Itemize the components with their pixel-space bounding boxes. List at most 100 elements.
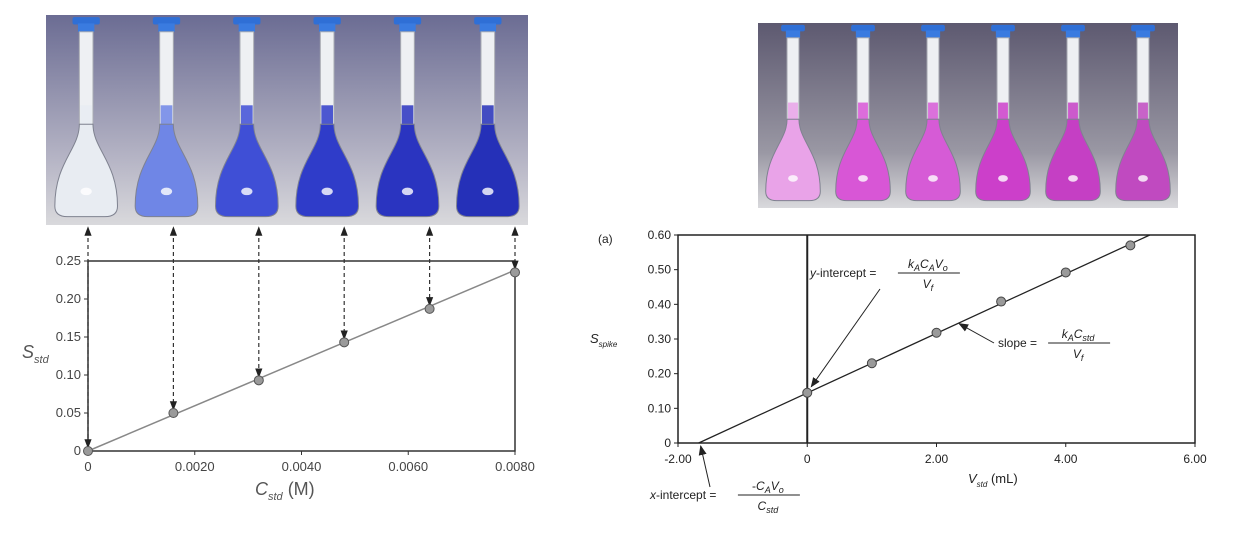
data-point [424, 303, 435, 314]
photo-background [758, 23, 1178, 208]
x-intercept-annotation: x-intercept = -CAVo Cstd [649, 479, 800, 515]
flask-neck-liquid [160, 105, 173, 125]
data-point [866, 358, 877, 369]
flask-stopper [77, 23, 95, 32]
pink-flasks-photo [758, 23, 1178, 208]
y-tick-label: 0.30 [648, 332, 672, 346]
flask-cap [991, 24, 1015, 32]
fit-line [698, 234, 1151, 444]
flask-highlight [482, 187, 494, 196]
flask [54, 17, 118, 218]
axis-label: Sstd [22, 342, 50, 366]
standard-addition-chart: -2.00 0 2.00 4.00 6.00 0 0.10 0.20 0.30 0.40 0.50 0… [590, 225, 1244, 525]
flask-highlight [1068, 175, 1078, 182]
flask [375, 17, 440, 218]
y-intercept-annotation: y-intercept = kACAVo Vf [809, 257, 960, 293]
x-tick-label: 0.0020 [175, 459, 215, 474]
fit-line [87, 269, 516, 452]
y-tick-label: 0.15 [56, 329, 81, 344]
slope-arrow [958, 323, 995, 344]
data-point [83, 446, 93, 456]
data-point [996, 296, 1007, 307]
y-tick-label: 0 [664, 436, 671, 450]
pink-flasks-image [758, 23, 1178, 208]
data-point [1125, 240, 1136, 251]
photo-background [46, 15, 528, 225]
x-intercept-arrow [698, 445, 711, 488]
slope-annotation-label: slope = [998, 336, 1037, 350]
flask-cap [781, 24, 805, 32]
flask-bulb [835, 118, 891, 202]
flask-highlight [241, 187, 253, 196]
y-tick-label: 0.25 [56, 253, 81, 268]
flask-stopper [855, 30, 871, 38]
flask-highlight [160, 187, 173, 196]
flask-highlight [998, 175, 1008, 182]
x-intercept-annotation-numerator: -CAVo [752, 479, 784, 495]
axis-label: Cstd (M) [255, 479, 315, 503]
flask [215, 17, 279, 218]
flask-neck-liquid [321, 105, 333, 125]
flask-cap [233, 17, 261, 25]
y-intercept-annotation-denominator: Vf [923, 277, 935, 293]
flask-stopper [1135, 30, 1151, 38]
flask-bulb [975, 118, 1031, 202]
data-point [510, 267, 520, 278]
flask-bulb [295, 123, 359, 218]
slope-annotation-denominator: Vf [1073, 347, 1085, 363]
data-point [253, 375, 264, 386]
flask-neck-liquid [788, 102, 798, 120]
flask-stopper [1065, 30, 1081, 38]
flask-cap [72, 17, 100, 25]
flask-bulb [1045, 118, 1101, 202]
y-intercept-annotation-numerator: kACAVo [908, 257, 948, 273]
data-point [339, 337, 350, 348]
x-tick-label: 4.00 [1054, 452, 1078, 466]
data-point [168, 408, 179, 418]
flask [456, 17, 520, 218]
axis-label: Sspike [590, 331, 618, 349]
y-tick-label: 0.50 [648, 263, 672, 277]
flask-stopper [785, 30, 801, 38]
flask-bulb [54, 123, 118, 218]
flask [1045, 24, 1101, 202]
flask [295, 17, 359, 218]
standard-addition-svg: -2.00 0 2.00 4.00 6.00 0 0.10 0.20 0.30 0.40 0.50 0… [590, 228, 1207, 515]
flask-bulb [905, 118, 961, 202]
slope-annotation-numerator: kACstd [1062, 327, 1096, 343]
x-tick-label: 0 [804, 452, 811, 466]
slope-annotation: slope = kACstd Vf [998, 327, 1111, 363]
flask-bulb [456, 123, 520, 218]
axis-label: Vstd (mL) [968, 471, 1018, 489]
flask-neck-liquid [401, 105, 414, 125]
y-intercept-annotation-label: y-intercept = [809, 266, 876, 280]
flask [1115, 24, 1171, 202]
flask-neck-liquid [1068, 102, 1078, 120]
flask-bulb [134, 123, 199, 218]
data-point [931, 327, 942, 338]
flask-neck-liquid [1138, 102, 1148, 120]
y-tick-label: 0.10 [648, 401, 672, 415]
flask-neck-liquid [998, 102, 1008, 120]
flask-neck-liquid [928, 102, 938, 120]
panel-label: (a) [598, 232, 613, 246]
flask-neck-liquid [241, 105, 253, 125]
flask-stopper [158, 23, 175, 32]
calibration-curve-svg: 0 0.0020 0.0040 0.0060 0.0080 0 0.05 0.10 0.15 0.… [22, 226, 535, 503]
flask-highlight [321, 187, 333, 196]
x-tick-label: 6.00 [1183, 452, 1207, 466]
flask-highlight [788, 175, 798, 182]
flask-bulb [765, 118, 821, 202]
y-tick-label: 0.20 [648, 367, 672, 381]
data-point [1060, 267, 1071, 278]
y-intercept-arrow [810, 288, 881, 388]
flask-neck-liquid [858, 102, 868, 120]
flask-cap [851, 24, 875, 32]
y-tick-label: 0.05 [56, 405, 81, 420]
flask-bulb [1115, 118, 1171, 202]
x-tick-label: 0.0060 [388, 459, 428, 474]
y-tick-label: 0.40 [648, 297, 672, 311]
x-intercept-annotation-denominator: Cstd [758, 499, 780, 515]
y-tick-label: 0.10 [56, 367, 81, 382]
flask-cap [313, 17, 341, 25]
